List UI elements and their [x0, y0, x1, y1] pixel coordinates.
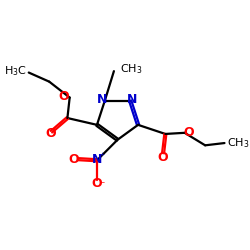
Text: O: O — [45, 128, 56, 140]
Text: CH$_3$: CH$_3$ — [120, 62, 142, 76]
Text: O: O — [92, 177, 102, 190]
Text: $^-$: $^-$ — [98, 179, 106, 188]
Text: O: O — [68, 152, 79, 166]
Text: $^+$: $^+$ — [98, 152, 106, 161]
Text: N: N — [97, 93, 108, 106]
Text: O: O — [184, 126, 194, 139]
Text: O: O — [158, 151, 168, 164]
Text: H$_3$C: H$_3$C — [4, 64, 26, 78]
Text: N: N — [127, 93, 138, 106]
Text: O: O — [59, 90, 69, 103]
Text: CH$_3$: CH$_3$ — [227, 136, 249, 150]
Text: N: N — [92, 152, 102, 166]
